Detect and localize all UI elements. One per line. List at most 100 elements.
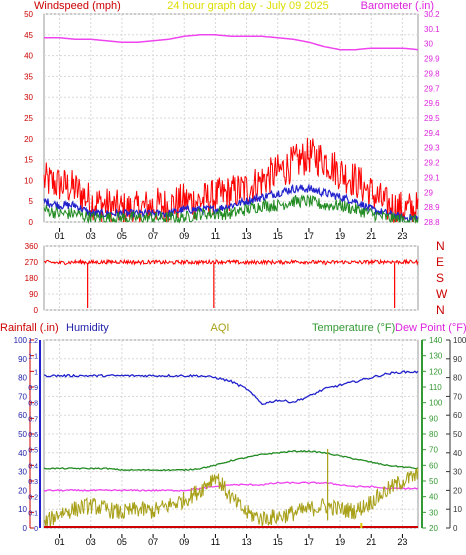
windspeed-label: Windspeed (mph) bbox=[34, 0, 121, 12]
wind-ytick-label: 30 bbox=[24, 93, 33, 102]
rainfall-ytick-label: 0.1 bbox=[28, 510, 38, 517]
wind-ytick-label: 40 bbox=[24, 52, 33, 61]
dewpoint-ytick-label: 40 bbox=[453, 449, 462, 458]
dewpoint-ytick-label: 10 bbox=[453, 505, 462, 514]
climate-xtick-label: 01 bbox=[55, 537, 65, 547]
barometer-ytick-label: 30.2 bbox=[424, 10, 440, 19]
barometer-ytick-label: 29.9 bbox=[424, 55, 440, 64]
temperature-ytick-label: 50 bbox=[429, 477, 438, 486]
wind-ytick-label: 5 bbox=[29, 197, 34, 206]
humidity-ytick-label: 0 bbox=[23, 524, 28, 533]
wind-xtick-label: 13 bbox=[242, 231, 252, 241]
rainfall-ytick-label: 0.4 bbox=[28, 463, 38, 470]
direction-ytick-label: 270 bbox=[25, 258, 39, 267]
dewpoint-ytick-label: 50 bbox=[453, 430, 462, 439]
wind-ytick-label: 35 bbox=[24, 72, 33, 81]
temperature-ytick-label: 140 bbox=[429, 336, 443, 345]
humidity-label: Humidity bbox=[66, 322, 109, 334]
barometer-ytick-label: 29 bbox=[424, 188, 433, 197]
rainfall-label: Rainfall (.in) bbox=[0, 322, 59, 334]
dewpoint-ytick-label: 30 bbox=[453, 468, 462, 477]
temperature-ytick-label: 20 bbox=[429, 524, 438, 533]
humidity-ytick-label: 90 bbox=[18, 355, 27, 364]
climate-xtick-label: 05 bbox=[117, 537, 127, 547]
wind-gust-line bbox=[43, 137, 419, 224]
humidity-line bbox=[43, 370, 419, 406]
humidity-ytick-label: 70 bbox=[18, 392, 27, 401]
dewpoint-ytick-label: 100 bbox=[453, 336, 466, 345]
barometer-ytick-label: 29.6 bbox=[424, 99, 440, 108]
barometer-label: Barometer (.in) bbox=[361, 0, 434, 12]
humidity-ytick-label: 40 bbox=[18, 449, 27, 458]
wind-plot-frame bbox=[43, 13, 419, 223]
humidity-ytick-label: 10 bbox=[18, 505, 27, 514]
rainfall-ytick-label: 0.5 bbox=[28, 448, 38, 455]
direction-ytick-label: 180 bbox=[25, 274, 39, 283]
dewpoint-ytick-label: 70 bbox=[453, 392, 462, 401]
rainfall-ytick-label: 0.8 bbox=[28, 401, 38, 408]
humidity-ytick-label: 80 bbox=[18, 374, 27, 383]
aqi-line bbox=[43, 467, 419, 529]
direction-plot-frame bbox=[43, 245, 419, 311]
humidity-ytick-label: 100 bbox=[14, 336, 28, 345]
dewpoint-label: Dew Point (°F) bbox=[395, 322, 466, 334]
direction-ytick-label: 360 bbox=[25, 242, 39, 251]
humidity-ytick-label: 30 bbox=[18, 468, 27, 477]
rainfall-ytick-label: 0 bbox=[34, 526, 38, 533]
rainfall-ytick-label: 0.9 bbox=[28, 385, 38, 392]
compass-label: E bbox=[436, 255, 444, 269]
barometer-ytick-label: 29.5 bbox=[424, 114, 440, 123]
wind-ytick-label: 0 bbox=[29, 218, 34, 227]
wind-xtick-label: 23 bbox=[397, 231, 407, 241]
rainfall-ytick-label: 0.3 bbox=[28, 479, 38, 486]
wind-xtick-label: 21 bbox=[366, 231, 376, 241]
dewpoint-ytick-label: 0 bbox=[453, 524, 458, 533]
barometer-ytick-label: 30 bbox=[424, 40, 433, 49]
temperature-ytick-label: 90 bbox=[429, 414, 438, 423]
barometer-ytick-label: 29.7 bbox=[424, 84, 440, 93]
wind-xtick-label: 07 bbox=[148, 231, 158, 241]
barometer-ytick-label: 30.1 bbox=[424, 25, 440, 34]
compass-label: N bbox=[436, 303, 445, 317]
panel3-labels: Rainfall (.in) Humidity AQI Temperature … bbox=[0, 322, 466, 334]
barometer-ytick-label: 29.8 bbox=[424, 69, 440, 78]
temperature-ytick-label: 100 bbox=[429, 399, 443, 408]
temperature-line bbox=[43, 449, 419, 472]
barometer-ytick-label: 29.1 bbox=[424, 173, 440, 182]
temperature-ytick-label: 120 bbox=[429, 367, 443, 376]
compass-label: N bbox=[436, 239, 445, 253]
rainfall-ytick-label: 1.2 bbox=[28, 338, 38, 345]
wind-xtick-label: 01 bbox=[55, 231, 65, 241]
wind-speed-line bbox=[43, 183, 419, 223]
rainfall-ytick-label: 0.6 bbox=[28, 432, 38, 439]
sun-marker bbox=[360, 523, 363, 528]
dewpoint-ytick-label: 90 bbox=[453, 355, 462, 364]
climate-xtick-label: 17 bbox=[304, 537, 314, 547]
wind-average-line bbox=[43, 194, 419, 224]
wind-ytick-label: 10 bbox=[24, 176, 33, 185]
rainfall-ytick-label: 0.7 bbox=[28, 416, 38, 423]
temperature-ytick-label: 130 bbox=[429, 352, 443, 361]
climate-xtick-label: 09 bbox=[179, 537, 189, 547]
direction-ytick-label: 0 bbox=[34, 306, 39, 315]
wind-xtick-label: 15 bbox=[273, 231, 283, 241]
barometer-ytick-label: 29.3 bbox=[424, 144, 440, 153]
climate-xtick-label: 07 bbox=[148, 537, 158, 547]
compass-label: W bbox=[436, 287, 448, 301]
climate-xtick-label: 03 bbox=[86, 537, 96, 547]
graph-title: 24 hour graph day - July 09 2025 bbox=[167, 0, 328, 12]
rainfall-ytick-label: 1.1 bbox=[28, 354, 38, 361]
wind-xtick-label: 19 bbox=[335, 231, 345, 241]
dewpoint-ytick-label: 60 bbox=[453, 411, 462, 420]
climate-xtick-label: 19 bbox=[335, 537, 345, 547]
wind-xtick-label: 09 bbox=[179, 231, 189, 241]
wind-xtick-label: 03 bbox=[86, 231, 96, 241]
compass-label: S bbox=[436, 271, 444, 285]
temperature-ytick-label: 40 bbox=[429, 493, 438, 502]
wind-direction-line bbox=[43, 258, 419, 266]
barometer-line bbox=[44, 34, 419, 51]
barometer-ytick-label: 29.4 bbox=[424, 129, 440, 138]
humidity-ytick-label: 20 bbox=[18, 486, 27, 495]
